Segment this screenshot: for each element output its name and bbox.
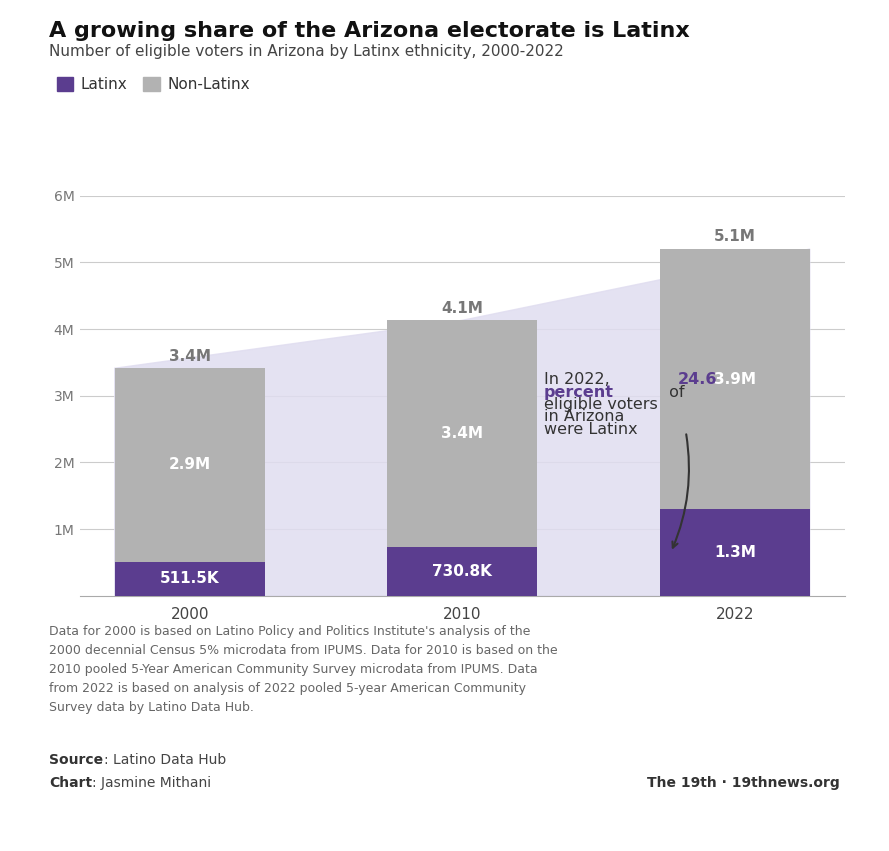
Text: 4.1M: 4.1M [441, 300, 484, 316]
Text: In 2022,: In 2022, [544, 373, 615, 387]
Text: in Arizona: in Arizona [544, 409, 624, 425]
Text: 1.3M: 1.3M [714, 545, 756, 560]
Text: A growing share of the Arizona electorate is Latinx: A growing share of the Arizona electorat… [49, 21, 690, 42]
Text: 511.5K: 511.5K [160, 571, 220, 586]
Bar [115, 368, 265, 562]
Bar [388, 547, 537, 596]
Text: eligible voters: eligible voters [544, 397, 658, 412]
Text: Chart: Chart [49, 776, 92, 790]
Text: 3.4M: 3.4M [169, 349, 211, 363]
Text: The 19th · 19thnews.org: The 19th · 19thnews.org [647, 776, 840, 790]
Text: 24.6: 24.6 [677, 373, 717, 387]
Text: : Jasmine Mithani: : Jasmine Mithani [92, 776, 211, 790]
Text: Data for 2000 is based on Latino Policy and Politics Institute's analysis of the: Data for 2000 is based on Latino Policy … [49, 625, 557, 715]
Text: Source: Source [49, 753, 103, 767]
Text: 5.1M: 5.1M [714, 230, 756, 244]
Text: 2.9M: 2.9M [169, 458, 211, 472]
Text: 3.4M: 3.4M [441, 426, 484, 441]
Text: Number of eligible voters in Arizona by Latinx ethnicity, 2000-2022: Number of eligible voters in Arizona by … [49, 44, 564, 60]
Text: 730.8K: 730.8K [432, 564, 493, 579]
Bar [660, 249, 810, 509]
Text: : Latino Data Hub: : Latino Data Hub [104, 753, 227, 767]
Bar [660, 509, 810, 596]
Bar [115, 562, 265, 596]
Legend: Latinx, Non-Latinx: Latinx, Non-Latinx [57, 77, 250, 93]
Polygon shape [115, 249, 810, 596]
Text: of: of [664, 385, 685, 400]
Text: percent: percent [544, 385, 614, 400]
Text: were Latinx: were Latinx [544, 422, 637, 437]
Text: 3.9M: 3.9M [714, 372, 756, 386]
Bar [388, 320, 537, 547]
